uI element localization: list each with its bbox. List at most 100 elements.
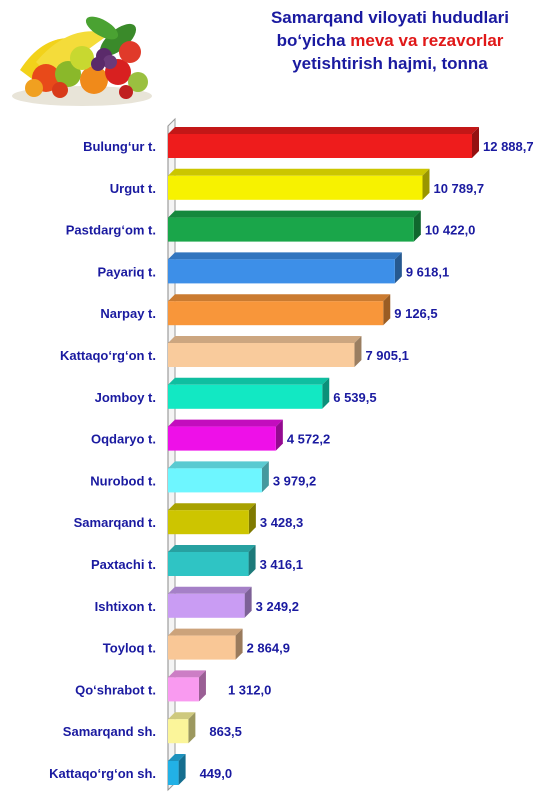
bar-side-face (275, 419, 283, 451)
bar-top-face (168, 586, 252, 594)
bar-side-face (422, 168, 430, 200)
bar (168, 712, 196, 744)
category-label: Qo‘shrabot t. (75, 682, 156, 697)
bar (168, 419, 283, 451)
bar-top-face (168, 210, 421, 218)
bar-top-face (168, 545, 256, 552)
bar-side-face (248, 545, 256, 576)
bar (168, 503, 256, 535)
bar-front-face (168, 384, 323, 409)
bar (168, 545, 256, 576)
value-label: 1 312,0 (228, 682, 271, 697)
value-label: 449,0 (200, 766, 233, 781)
bar-front-face (168, 343, 355, 367)
bar-side-face (261, 461, 269, 493)
value-label: 6 539,5 (333, 390, 376, 405)
bar (168, 294, 391, 326)
bar-front-face (168, 510, 249, 535)
category-label: Toyloq t. (103, 641, 156, 656)
bar (168, 377, 330, 409)
title-accent: meva va rezavorlar (350, 31, 504, 50)
bar (168, 168, 430, 200)
value-label: 3 979,2 (273, 473, 316, 488)
bar-front-face (168, 301, 384, 326)
category-label: Narpay t. (100, 306, 156, 321)
bar-front-face (168, 259, 395, 284)
bar-front-face (168, 175, 423, 200)
value-label: 3 428,3 (260, 515, 303, 530)
bar-front-face (168, 593, 245, 618)
category-label: Payariq t. (97, 264, 156, 279)
fruit-basket-icon (12, 16, 152, 106)
category-label: Urgut t. (110, 181, 156, 196)
bar (168, 336, 362, 367)
value-label: 10 789,7 (433, 181, 484, 196)
bar (168, 210, 421, 242)
category-label: Ishtixon t. (95, 599, 156, 614)
bar-top-face (168, 754, 186, 761)
bar-side-face (188, 712, 196, 744)
title-line-1: Samarqand viloyati hududlari (270, 8, 510, 27)
bar-top-face (168, 336, 362, 343)
value-label: 9 126,5 (394, 306, 437, 321)
category-label: Jomboy t. (95, 390, 156, 405)
bar-side-face (244, 586, 252, 618)
bar-side-face (198, 670, 206, 702)
category-label: Samarqand sh. (63, 724, 156, 739)
value-label: 863,5 (209, 724, 242, 739)
bar-side-face (235, 628, 243, 660)
bar-top-face (168, 294, 391, 302)
bar-top-face (168, 503, 256, 511)
category-label: Pastdarg‘om t. (66, 223, 156, 238)
value-label: 3 249,2 (256, 599, 299, 614)
bar-side-face (354, 336, 362, 367)
bar (168, 252, 402, 284)
bar-top-face (168, 377, 330, 385)
value-label: 7 905,1 (365, 348, 408, 363)
bar-top-face (168, 670, 206, 678)
title-line-3: yetishtirish hajmi, tonna (292, 54, 488, 73)
category-label: Nurobod t. (90, 473, 156, 488)
bar-side-face (322, 377, 330, 409)
bar-front-face (168, 134, 472, 158)
bar-top-face (168, 461, 269, 469)
value-label: 10 422,0 (425, 223, 476, 238)
category-label: Oqdaryo t. (91, 432, 156, 447)
category-label: Samarqand t. (74, 515, 156, 530)
bar-front-face (168, 761, 179, 785)
title-line-2-prefix: bo‘yicha (276, 31, 351, 50)
value-label: 9 618,1 (406, 264, 449, 279)
category-label: Kattaqo‘rg‘on t. (60, 348, 156, 363)
bar (168, 670, 206, 702)
bar-side-face (394, 252, 402, 284)
bar-front-face (168, 677, 199, 702)
bar-front-face (168, 635, 236, 660)
bar-front-face (168, 719, 189, 744)
bar-side-face (248, 503, 256, 535)
value-label: 4 572,2 (287, 432, 330, 447)
category-label: Paxtachi t. (91, 557, 156, 572)
bar-top-face (168, 127, 479, 134)
bar (168, 127, 479, 158)
bar-top-face (168, 252, 402, 260)
bar-top-face (168, 419, 283, 427)
bar-front-face (168, 468, 262, 493)
bar-front-face (168, 217, 414, 242)
bar-front-face (168, 552, 249, 576)
category-label: Kattaqo‘rg‘on sh. (49, 766, 156, 781)
bar (168, 754, 186, 785)
bar-side-face (383, 294, 391, 326)
bar (168, 586, 252, 618)
bar (168, 461, 269, 493)
value-label: 12 888,7 (483, 139, 534, 154)
chart-title: Samarqand viloyati hududlari bo‘yicha me… (240, 6, 540, 75)
bar-side-face (472, 127, 479, 158)
bar-top-face (168, 628, 243, 636)
category-label: Bulung‘ur t. (83, 139, 156, 154)
title-line-2: bo‘yicha meva va rezavorlar (240, 29, 540, 52)
bar (168, 628, 243, 660)
value-label: 3 416,1 (260, 557, 303, 572)
value-label: 2 864,9 (247, 641, 290, 656)
